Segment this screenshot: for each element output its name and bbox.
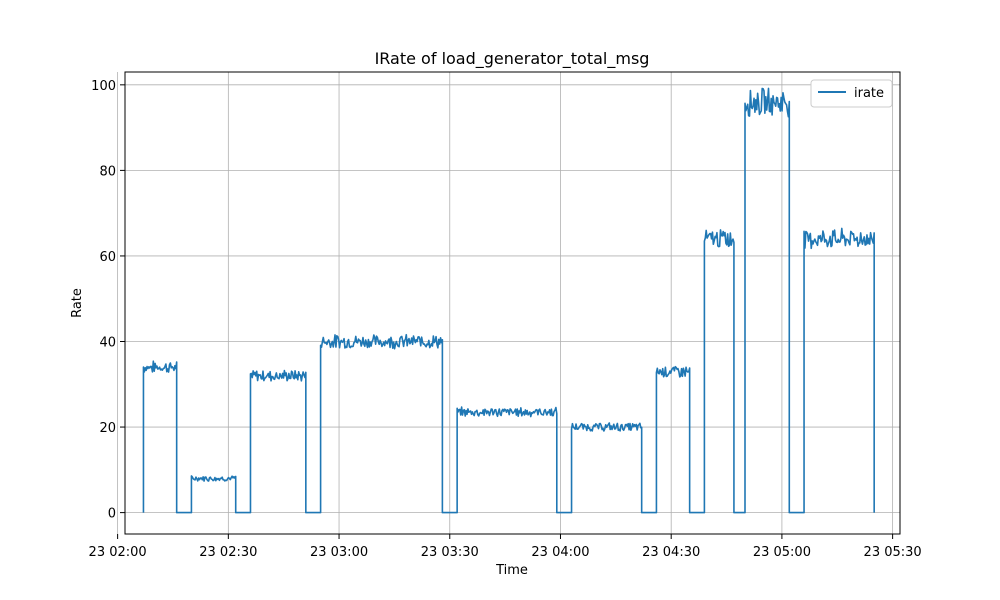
y-tick-label: 40 — [99, 336, 116, 351]
x-tick-label: 23 03:00 — [310, 545, 368, 560]
y-tick-label: 60 — [99, 250, 116, 265]
y-tick-label: 80 — [99, 164, 116, 179]
x-tick-label: 23 03:30 — [421, 545, 479, 560]
x-axis-label: Time — [495, 563, 528, 578]
y-axis-label: Rate — [70, 288, 85, 318]
x-tick-label: 23 04:00 — [531, 545, 589, 560]
x-tick-label: 23 05:00 — [753, 545, 811, 560]
x-axis: 23 02:00 23 02:30 23 03:00 23 03:30 23 04:00… — [89, 534, 922, 560]
plot-frame — [124, 71, 901, 535]
x-tick-label: 23 02:00 — [89, 545, 147, 560]
legend-box — [810, 79, 893, 108]
x-tick-label: 23 04:30 — [642, 545, 700, 560]
series-layer — [142, 87, 875, 514]
y-axis: 0 20 40 60 80 100 — [91, 79, 125, 522]
series-line-irate — [142, 87, 875, 514]
y-tick-label: 100 — [91, 79, 116, 94]
grid — [117, 72, 900, 534]
y-tick-label: 20 — [99, 421, 116, 436]
x-tick-label: 23 02:30 — [199, 545, 257, 560]
x-tick-label: 23 05:30 — [864, 545, 922, 560]
chart-title: IRate of load_generator_total_msg — [375, 49, 650, 69]
y-tick-label: 0 — [108, 507, 116, 522]
legend-label-irate: irate — [854, 86, 884, 101]
legend: irate — [810, 79, 893, 108]
